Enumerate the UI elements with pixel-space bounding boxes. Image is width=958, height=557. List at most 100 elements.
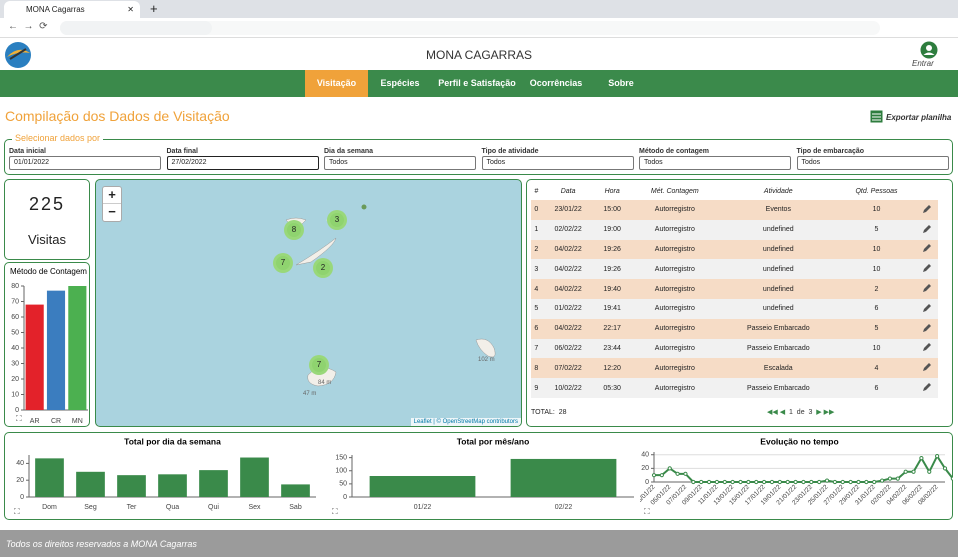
table-cell: 2 <box>531 240 542 260</box>
edit-icon[interactable] <box>922 362 932 372</box>
table-cell: undefined <box>720 259 837 279</box>
map[interactable]: 8372784 m47 m102 m + − Leaflet | © OpenS… <box>95 179 522 427</box>
point <box>841 480 844 483</box>
edit-icon[interactable] <box>922 342 932 352</box>
table-cell <box>916 240 938 260</box>
point <box>896 477 899 480</box>
map-cluster[interactable]: 3 <box>327 210 347 230</box>
point <box>802 480 805 483</box>
edit-icon[interactable] <box>922 204 932 214</box>
page-sep: de <box>797 409 805 416</box>
y-tick-label: 0 <box>20 494 24 501</box>
y-tick-label: 100 <box>335 468 347 475</box>
y-tick-label: 150 <box>335 454 347 461</box>
zoom-in[interactable]: + <box>103 187 121 204</box>
point <box>660 474 663 477</box>
map-cluster[interactable]: 8 <box>284 220 304 240</box>
y-tick-label: 40 <box>641 452 649 459</box>
tab-title: MONA Cagarras <box>26 5 85 14</box>
point <box>880 479 883 482</box>
site-title: MONA CAGARRAS <box>0 48 958 62</box>
y-tick-label: 50 <box>339 481 347 488</box>
total-label: TOTAL: <box>531 409 555 416</box>
url-bar[interactable] <box>60 21 880 35</box>
map-cluster[interactable]: 2 <box>313 258 333 278</box>
x-tick-label: CR <box>51 418 61 425</box>
edit-icon[interactable] <box>922 243 932 253</box>
table-cell: 3 <box>531 259 542 279</box>
user-icon[interactable] <box>920 41 938 59</box>
filter-input[interactable]: Todos <box>797 156 949 170</box>
nav-item[interactable]: Perfil e Satisfação <box>437 70 517 97</box>
table-cell: 23:44 <box>595 339 630 359</box>
edit-icon-shape <box>923 284 931 292</box>
table-cell: 06/02/22 <box>542 339 595 359</box>
edit-icon[interactable] <box>922 382 932 392</box>
stat-label: Visitas <box>5 232 89 247</box>
point <box>723 480 726 483</box>
filter-input[interactable]: Todos <box>324 156 476 170</box>
page-prev[interactable]: ◀◀ ◀ <box>767 409 785 416</box>
table-row: 807/02/2212:20AutorregistroEscalada4 <box>531 358 938 378</box>
filter-input[interactable]: Todos <box>482 156 634 170</box>
table-cell: 19:26 <box>595 259 630 279</box>
point <box>755 480 758 483</box>
chart: Evolução no tempo0204003/01/2205/01/2207… <box>640 432 953 520</box>
table-cell: Autorregistro <box>630 339 720 359</box>
edit-icon[interactable] <box>922 263 932 273</box>
bar <box>281 484 310 497</box>
new-tab[interactable]: + <box>150 1 158 16</box>
edit-icon[interactable] <box>922 323 932 333</box>
table-cell: 10 <box>837 200 917 220</box>
export-icon[interactable] <box>870 110 883 123</box>
table-cell: 04/02/22 <box>542 259 595 279</box>
filter-input[interactable]: Todos <box>639 156 791 170</box>
bar <box>76 472 105 497</box>
nav-item[interactable]: Ocorrências <box>527 70 585 97</box>
y-tick-label: 50 <box>11 329 19 336</box>
edit-icon-shape <box>923 205 931 213</box>
tab[interactable]: MONA Cagarras✕ <box>4 1 140 18</box>
table-cell: 02/02/22 <box>542 220 595 240</box>
edit-icon-shape <box>923 244 931 252</box>
point <box>652 474 655 477</box>
page-next[interactable]: ▶ ▶▶ <box>816 409 834 416</box>
login[interactable]: Entrar <box>912 59 934 68</box>
x-tick-label: Dom <box>42 504 57 511</box>
table-cell: Escalada <box>720 358 837 378</box>
footer: Todos os direitos reservados a MONA Caga… <box>0 530 958 557</box>
y-tick-label: 40 <box>11 345 19 352</box>
y-tick-label: 60 <box>11 314 19 321</box>
page-current[interactable]: 1 <box>789 409 793 416</box>
chart-title: Evolução no tempo <box>760 436 838 446</box>
edit-icon[interactable] <box>922 283 932 293</box>
filter-input[interactable]: 27/02/2022 <box>167 156 319 170</box>
address-bar: ← → ⟳ <box>0 18 958 38</box>
edit-icon[interactable] <box>922 303 932 313</box>
nav-item[interactable]: Visitação <box>305 70 368 97</box>
map-label: 84 m <box>318 380 331 386</box>
nav-item[interactable]: Espécies <box>375 70 425 97</box>
map-cluster[interactable]: 7 <box>309 355 329 375</box>
table-cell: Autorregistro <box>630 378 720 398</box>
x-tick-label: 01/22 <box>414 504 432 511</box>
point <box>684 472 687 475</box>
table-cell: 04/02/22 <box>542 319 595 339</box>
edit-icon[interactable] <box>922 224 932 234</box>
zoom-out[interactable]: − <box>103 204 121 221</box>
table-cell: 4 <box>837 358 917 378</box>
map-cluster[interactable]: 7 <box>273 253 293 273</box>
column-header: # <box>531 182 542 200</box>
expand-icon: ⛶ <box>331 507 338 516</box>
stat-card: 225 Visitas <box>4 179 90 260</box>
point <box>692 480 695 483</box>
filter-input[interactable]: 01/01/2022 <box>9 156 161 170</box>
attribution[interactable]: Leaflet | © OpenStreetMap contributors <box>411 418 521 426</box>
export-link[interactable]: Exportar planilha <box>886 113 951 122</box>
point <box>707 480 710 483</box>
filter-field: Método de contagemTodos <box>639 148 791 170</box>
nav-item[interactable]: Sobre <box>600 70 642 97</box>
table-row: 404/02/2219:40Autorregistroundefined2 <box>531 279 938 299</box>
edit-icon-shape <box>923 264 931 272</box>
table-cell: 19:26 <box>595 240 630 260</box>
